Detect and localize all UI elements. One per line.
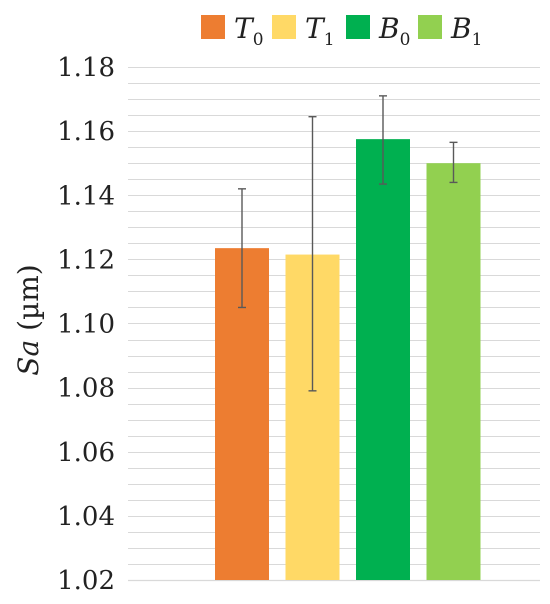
legend-swatch (201, 15, 225, 39)
legend-label-sub: 0 (400, 30, 411, 50)
legend-label: B1 (450, 12, 482, 50)
legend-label-base: T (305, 12, 326, 45)
y-tick-label: 1.04 (57, 502, 115, 532)
legend-label-base: T (234, 12, 255, 45)
y-tick-label: 1.08 (57, 374, 115, 404)
legend-label-base: B (378, 12, 400, 45)
y-axis-title-italic: Sa (12, 340, 45, 376)
legend-label-sub: 0 (253, 30, 264, 50)
y-tick-label: 1.18 (57, 53, 115, 83)
legend: T0 T1 B0 B1 (201, 12, 482, 50)
legend-item-T0: T0 (201, 12, 264, 50)
legend-item-T1: T1 (272, 12, 335, 50)
bar-B0 (356, 139, 410, 580)
y-tick-label: 1.14 (57, 181, 115, 211)
y-tick-labels: 1.02 1.04 1.06 1.08 1.10 1.12 1.14 1.16 1.18 (57, 53, 115, 596)
legend-label-sub: 1 (472, 30, 483, 50)
legend-label: T0 (234, 12, 264, 50)
y-tick-label: 1.12 (57, 245, 115, 275)
error-bar-B1 (449, 141, 458, 184)
y-tick-label: 1.10 (57, 310, 115, 340)
legend-label-sub: 1 (324, 30, 335, 50)
legend-label-base: B (450, 12, 472, 45)
bar-B1 (426, 163, 481, 580)
error-bar-T0 (238, 188, 246, 309)
error-bars (238, 95, 458, 392)
legend-label: B0 (378, 12, 410, 50)
legend-swatch (418, 15, 442, 39)
legend-item-B0: B0 (346, 12, 410, 50)
legend-swatch (272, 15, 296, 39)
legend-label: T1 (305, 12, 335, 50)
error-bar-T1 (308, 115, 317, 392)
legend-swatch (346, 15, 370, 39)
legend-item-B1: B1 (418, 12, 482, 50)
bars (215, 139, 481, 581)
y-tick-label: 1.06 (57, 438, 115, 468)
y-tick-label: 1.16 (57, 117, 115, 147)
y-tick-label: 1.02 (57, 566, 115, 596)
error-bar-B0 (379, 95, 387, 185)
y-axis-title-unit: (µm) (12, 264, 45, 340)
y-axis-title: Sa (µm) (12, 264, 45, 375)
